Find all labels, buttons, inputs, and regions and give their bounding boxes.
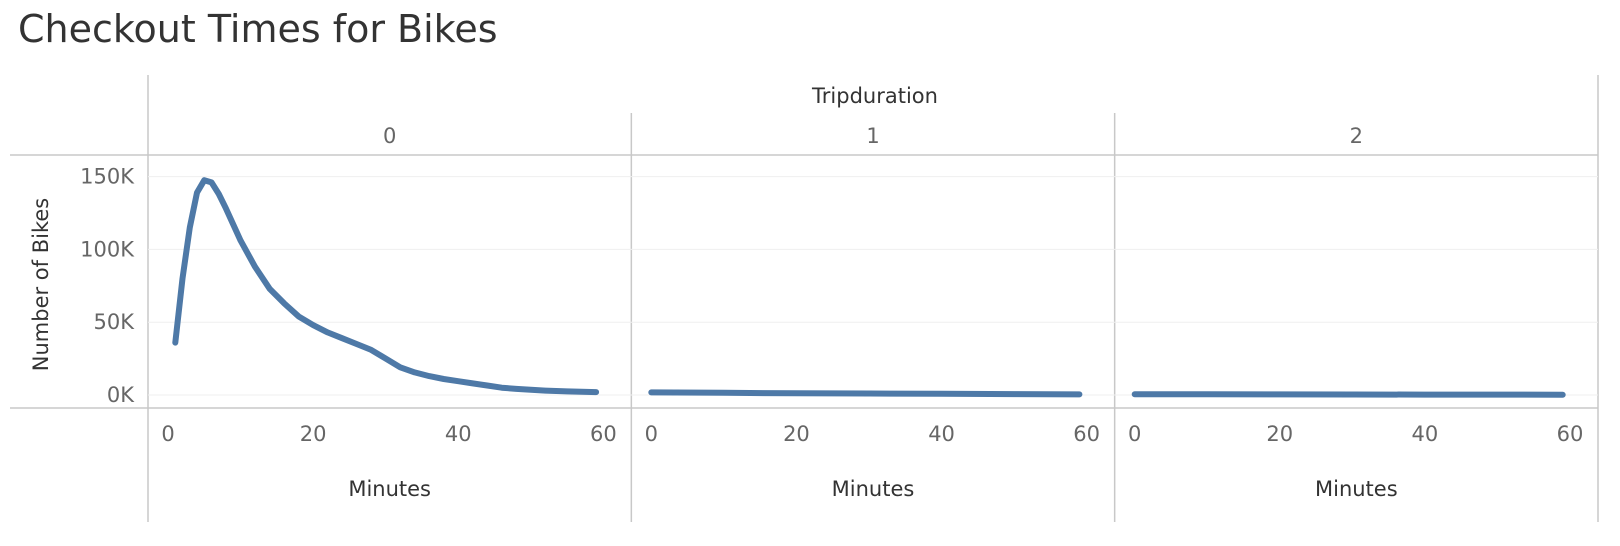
pane-header-0: 0 [383,124,396,148]
y-axis: Number of Bikes 0K 50K 100K 150K [29,165,135,407]
chart-frame [10,75,1599,522]
y-tick-label: 0K [107,383,135,407]
x-tick-label: 20 [783,422,810,446]
chart-title: Checkout Times for Bikes [18,7,498,51]
x-axis-title: Minutes [1315,477,1398,501]
x-tick-label: 0 [161,422,174,446]
x-tick-label: 60 [1073,422,1100,446]
x-tick-label: 20 [300,422,327,446]
series-line-pane-0 [172,177,600,396]
series-line-pane-1 [648,389,1083,398]
y-tick-label: 100K [80,237,135,261]
x-tick-label: 60 [1557,422,1584,446]
x-tick-label: 40 [928,422,955,446]
x-tick-label: 40 [445,422,472,446]
series-layer [172,177,1566,398]
x-tick-label: 20 [1266,422,1293,446]
gridlines [148,176,1598,396]
column-header-tripduration: Tripduration [811,84,938,108]
x-axis-title: Minutes [832,477,915,501]
x-axes: 0 20 40 60 Minutes 0 20 40 60 Minutes 0 20 40 60 Minut… [161,422,1583,501]
x-axis-title: Minutes [348,477,431,501]
x-tick-label: 0 [645,422,658,446]
pane-header-1: 1 [866,124,879,148]
x-tick-label: 60 [590,422,617,446]
pane-headers: 0 1 2 [383,124,1363,148]
y-axis-title: Number of Bikes [29,198,53,371]
pane-header-2: 2 [1350,124,1363,148]
y-tick-label: 50K [94,310,136,334]
x-tick-label: 40 [1412,422,1439,446]
x-tick-label: 0 [1128,422,1141,446]
y-tick-label: 150K [80,165,135,189]
